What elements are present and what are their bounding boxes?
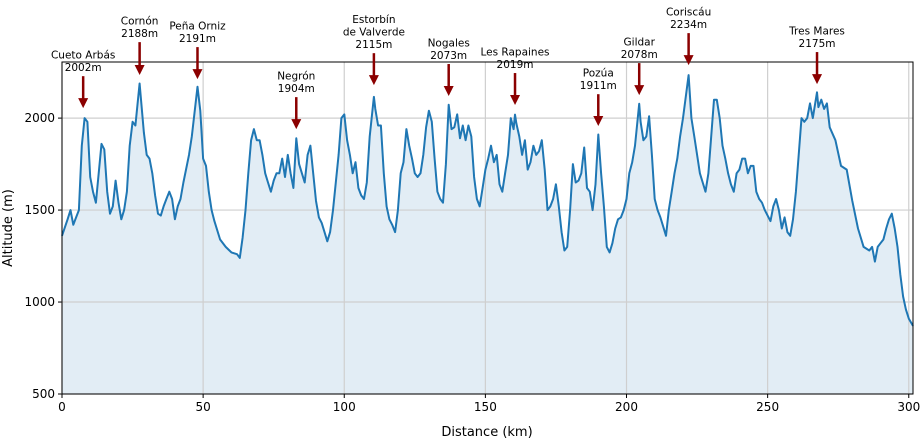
annotation-label: Cueto Arbás	[51, 50, 115, 62]
arrow-head	[78, 98, 89, 109]
annotation-label: Pozúa	[583, 68, 614, 80]
annotation-label: Tres Mares	[788, 26, 845, 38]
annotation-label: Les Rapaines	[480, 47, 549, 59]
x-tick-label: 150	[474, 400, 497, 414]
arrow-head	[812, 74, 823, 85]
annotation-label: Cornón	[121, 16, 159, 28]
annotation-label: 2002m	[65, 62, 102, 74]
annotation-label: Peña Orniz	[169, 21, 226, 33]
annotation-label: Gildar	[624, 37, 656, 49]
annotation-label: 1911m	[580, 80, 617, 92]
annotation-label: de Valverde	[343, 27, 405, 39]
y-tick-label: 2000	[24, 111, 55, 125]
y-axis-label: Altitude (m)	[1, 189, 16, 267]
arrow-head	[192, 69, 203, 80]
annotation-label: Coriscáu	[666, 7, 711, 19]
y-tick-label: 500	[32, 387, 55, 401]
arrow-head	[443, 86, 454, 97]
line	[61, 74, 914, 327]
arrow-head	[593, 116, 604, 127]
arrow-head	[134, 65, 145, 76]
x-tick-label: 50	[195, 400, 210, 414]
arrow-head	[683, 55, 694, 66]
area	[62, 75, 913, 394]
annotation-label: 2019m	[497, 59, 534, 71]
annotation-label: 2234m	[670, 19, 707, 31]
annotation-label: 1904m	[278, 83, 315, 95]
annotation-label: 2188m	[121, 28, 158, 40]
annotation-label: Nogales	[428, 38, 470, 50]
x-axis-label: Distance (km)	[441, 425, 532, 438]
arrow-head	[634, 85, 645, 96]
annotation-label: 2191m	[179, 33, 216, 45]
x-tick-label: 100	[333, 400, 356, 414]
annotation-label: 2073m	[430, 50, 467, 62]
x-tick-label: 250	[756, 400, 779, 414]
annotation-label: Estorbín	[352, 14, 395, 26]
annotation-label: Negrón	[277, 71, 315, 83]
x-tick-label: 0	[58, 400, 66, 414]
arrow-head	[368, 75, 379, 86]
x-tick-label: 300	[897, 400, 920, 414]
arrow-head	[510, 95, 521, 106]
arrow-head	[291, 119, 302, 130]
annotation-label: 2175m	[799, 38, 836, 50]
x-tick-label: 200	[615, 400, 638, 414]
y-tick-label: 1500	[24, 203, 55, 217]
y-tick-label: 1000	[24, 295, 55, 309]
annotation-label: 2115m	[355, 39, 392, 51]
annotation-label: 2078m	[621, 49, 658, 61]
plot-frame	[61, 61, 914, 395]
